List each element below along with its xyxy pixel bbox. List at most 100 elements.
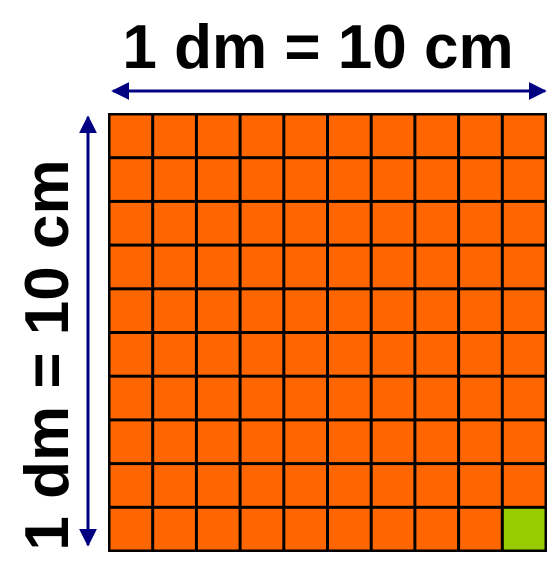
grid-square: [285, 290, 326, 331]
grid-square: [110, 159, 152, 200]
grid-square: [197, 115, 239, 157]
grid-square: [110, 115, 152, 157]
grid-square: [503, 246, 545, 288]
grid-square: [241, 202, 283, 244]
grid-square: [285, 465, 326, 506]
grid-square: [460, 115, 501, 157]
grid-square: [110, 334, 152, 375]
grid-square: [110, 246, 152, 288]
grid-square: [329, 246, 370, 288]
grid-square: [460, 290, 501, 331]
grid-square: [285, 159, 326, 200]
grid-square: [197, 421, 239, 463]
grid-square: [241, 159, 283, 200]
grid-square: [372, 377, 414, 419]
grid-square: [197, 465, 239, 506]
grid-square: [197, 334, 239, 375]
grid-square: [110, 290, 152, 331]
grid-square: [197, 159, 239, 200]
grid-square: [416, 421, 458, 463]
unit-grid: [108, 113, 547, 552]
grid-square: [460, 202, 501, 244]
grid-square: [372, 421, 414, 463]
grid-square: [197, 246, 239, 288]
grid-square: [329, 334, 370, 375]
grid-square: [110, 202, 152, 244]
grid-square: [197, 202, 239, 244]
grid-square: [110, 465, 152, 506]
grid-square: [241, 421, 283, 463]
grid-square: [416, 246, 458, 288]
grid-square: [416, 115, 458, 157]
grid-square: [154, 334, 195, 375]
grid-square: [110, 377, 152, 419]
grid-square: [503, 377, 545, 419]
grid-square: [241, 246, 283, 288]
grid-square: [460, 377, 501, 419]
grid-square: [503, 290, 545, 331]
grid-square: [416, 334, 458, 375]
grid-square: [197, 290, 239, 331]
grid-square: [154, 465, 195, 506]
grid-square: [285, 246, 326, 288]
grid-square: [460, 159, 501, 200]
grid-square: [241, 465, 283, 506]
grid-square: [503, 334, 545, 375]
grid-square: [154, 421, 195, 463]
grid-square: [241, 290, 283, 331]
grid-square: [154, 377, 195, 419]
grid-square: [329, 202, 370, 244]
grid-square: [372, 290, 414, 331]
top-dimension-label: 1 dm = 10 cm: [122, 13, 513, 82]
grid-square: [416, 377, 458, 419]
grid-square: [154, 202, 195, 244]
grid-square: [503, 115, 545, 157]
grid-square: [241, 377, 283, 419]
grid-square: [503, 202, 545, 244]
grid-square: [416, 202, 458, 244]
grid-square: [503, 421, 545, 463]
grid-square: [285, 421, 326, 463]
grid-square: [329, 115, 370, 157]
highlighted-square-cm: [503, 508, 545, 550]
grid-square: [460, 246, 501, 288]
grid-square: [460, 421, 501, 463]
grid-square: [372, 159, 414, 200]
grid-square: [503, 465, 545, 506]
grid-square: [241, 115, 283, 157]
grid-square: [241, 508, 283, 550]
grid-square: [154, 115, 195, 157]
grid-square: [329, 377, 370, 419]
grid-square: [285, 115, 326, 157]
grid-square: [329, 421, 370, 463]
grid-square: [372, 115, 414, 157]
grid-square: [329, 290, 370, 331]
grid-square: [460, 334, 501, 375]
grid-square: [241, 334, 283, 375]
grid-square: [285, 202, 326, 244]
grid-square: [460, 508, 501, 550]
grid-square: [329, 159, 370, 200]
grid-square: [285, 508, 326, 550]
grid-square: [372, 508, 414, 550]
grid-square: [285, 377, 326, 419]
grid-square: [329, 465, 370, 506]
grid-square: [416, 159, 458, 200]
grid-square: [460, 465, 501, 506]
grid-square: [110, 421, 152, 463]
grid-square: [416, 290, 458, 331]
grid-square: [110, 508, 152, 550]
grid-square: [154, 246, 195, 288]
grid-square: [154, 290, 195, 331]
grid-square: [372, 465, 414, 506]
side-dimension-label: 1 dm = 10 cm: [13, 159, 82, 550]
grid-square: [197, 508, 239, 550]
grid-square: [503, 159, 545, 200]
grid-square: [372, 246, 414, 288]
grid-square: [416, 465, 458, 506]
grid-square: [372, 202, 414, 244]
grid-square: [416, 508, 458, 550]
grid-square: [329, 508, 370, 550]
grid-square: [154, 508, 195, 550]
